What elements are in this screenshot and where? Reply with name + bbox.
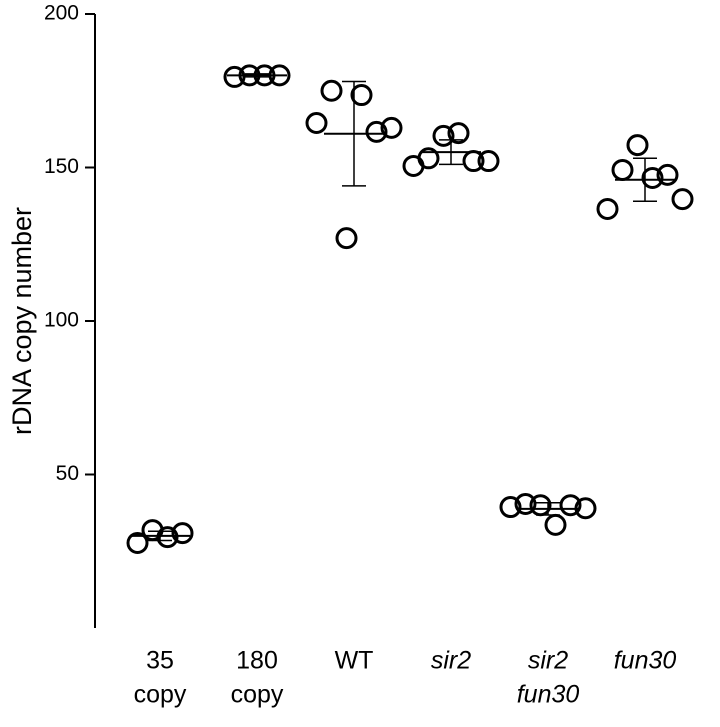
y-tick-label: 150 <box>44 155 79 178</box>
data-point <box>365 120 388 143</box>
data-point <box>499 496 522 519</box>
data-point <box>544 513 567 536</box>
data-point <box>223 65 246 88</box>
data-point <box>656 163 679 186</box>
data-point <box>596 197 619 220</box>
x-tick-label: fun30 <box>614 647 677 675</box>
x-tick-label: 35 <box>146 647 174 675</box>
data-point <box>305 111 328 134</box>
x-tick-label: WT <box>335 647 374 675</box>
data-point <box>477 150 500 173</box>
data-point <box>432 124 455 147</box>
x-tick-label: sir2 <box>431 647 471 675</box>
data-point <box>641 166 664 189</box>
data-point <box>380 116 403 139</box>
data-point <box>671 188 694 211</box>
y-axis-label: rDNA copy number <box>7 207 37 435</box>
x-tick-label: 180 <box>236 647 278 675</box>
data-point <box>335 227 358 250</box>
data-point <box>447 122 470 145</box>
x-tick-label: copy <box>231 681 284 709</box>
data-point <box>171 522 194 545</box>
data-point <box>156 526 179 549</box>
data-point <box>417 147 440 170</box>
data-point <box>320 79 343 102</box>
x-tick-label: sir2 <box>528 647 568 675</box>
data-point <box>626 134 649 157</box>
data-point <box>559 494 582 517</box>
data-point <box>611 158 634 181</box>
data-point <box>126 531 149 554</box>
y-tick-label: 50 <box>56 462 79 485</box>
y-tick-label: 100 <box>44 309 79 332</box>
data-point <box>529 494 552 517</box>
y-tick-label: 200 <box>44 2 79 25</box>
data-point <box>514 492 537 515</box>
x-tick-label: fun30 <box>517 681 580 709</box>
x-tick-label: copy <box>134 681 187 709</box>
data-point <box>350 84 373 107</box>
